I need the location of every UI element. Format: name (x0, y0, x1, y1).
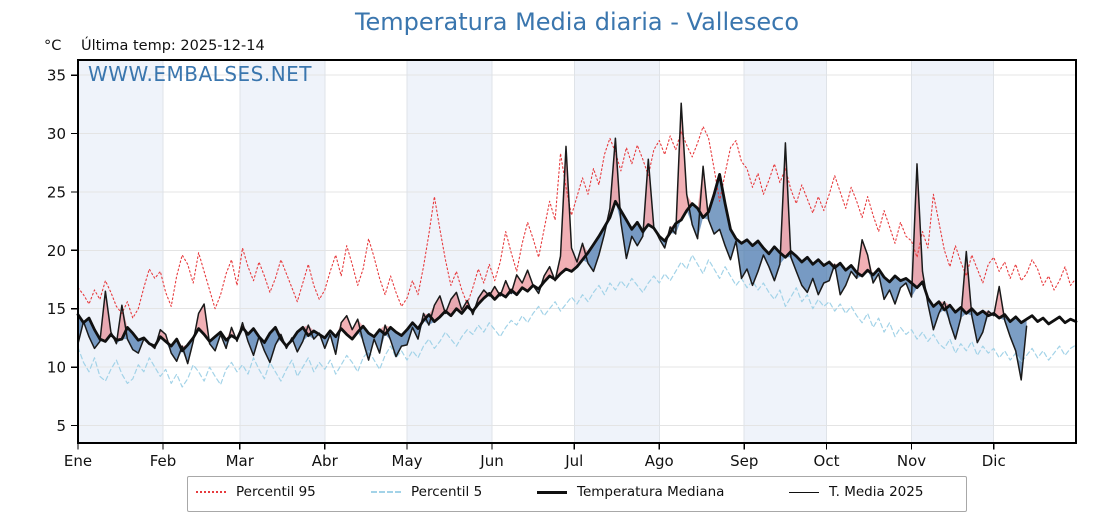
legend-label: Percentil 95 (236, 484, 316, 500)
x-tick-label: Dic (982, 452, 1006, 470)
plot-border (77, 59, 1077, 444)
p95-line (77, 126, 1077, 319)
temperature-chart: 5 10 15 20 25 30 35 Ene Feb Mar Abr May Jun Jul Ago Sep… (47, 59, 1078, 470)
legend-item-mediana: Temperatura Mediana (537, 484, 724, 500)
x-tick-label: Ago (645, 452, 674, 470)
y-tick-label: 35 (47, 67, 66, 85)
month-band (407, 60, 493, 443)
x-tick-label: Jul (564, 452, 583, 470)
p5-line (77, 254, 1077, 388)
month-band (911, 60, 994, 443)
t2025-line (77, 102, 1028, 381)
legend-label: T. Media 2025 (829, 484, 924, 500)
month-band (78, 60, 163, 443)
thin-black-line-icon (789, 491, 819, 493)
y-tick-label: 25 (47, 183, 66, 201)
last-temp-label: Última temp: 2025-12-14 (81, 38, 265, 54)
x-tick-label: Abr (312, 452, 339, 470)
legend-item-tmedia2025: T. Media 2025 (789, 484, 923, 500)
legend-item-percentil95: Percentil 95 (196, 484, 316, 500)
x-tick-label: Nov (897, 452, 926, 470)
x-tick-label: May (392, 452, 423, 470)
legend-label: Percentil 5 (411, 484, 483, 500)
page-title: Temperatura Media diaria - Valleseco (354, 8, 800, 36)
above-median-fill (78, 103, 1027, 351)
thick-black-line-icon (537, 490, 567, 494)
legend-label: Temperatura Mediana (577, 484, 725, 500)
month-band (239, 60, 325, 443)
x-tick-label: Sep (730, 452, 758, 470)
y-tick-label: 15 (47, 300, 66, 318)
legend-item-percentil5: Percentil 5 (371, 484, 482, 500)
x-tick-label: Oct (814, 452, 840, 470)
x-tick-label: Feb (150, 452, 177, 470)
x-tick-label: Jun (479, 452, 503, 470)
y-tick-label: 5 (56, 417, 66, 435)
watermark: WWW.EMBALSES.NET (88, 62, 313, 86)
y-axis-unit-label: °C (44, 38, 62, 54)
median-line (76, 172, 1078, 353)
y-tick-label: 10 (47, 359, 66, 377)
dashed-blue-line-icon (371, 491, 401, 493)
x-tick-label: Ene (64, 452, 92, 470)
x-tick-label: Mar (226, 452, 255, 470)
legend: Percentil 95 Percentil 5 Temperatura Med… (187, 476, 967, 512)
y-tick-label: 30 (47, 125, 66, 143)
y-tick-label: 20 (47, 242, 66, 260)
dotted-red-line-icon (196, 491, 226, 493)
